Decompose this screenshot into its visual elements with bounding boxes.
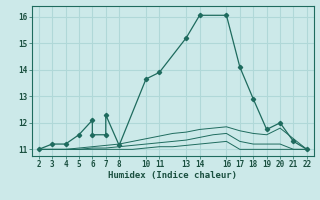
X-axis label: Humidex (Indice chaleur): Humidex (Indice chaleur) — [108, 171, 237, 180]
